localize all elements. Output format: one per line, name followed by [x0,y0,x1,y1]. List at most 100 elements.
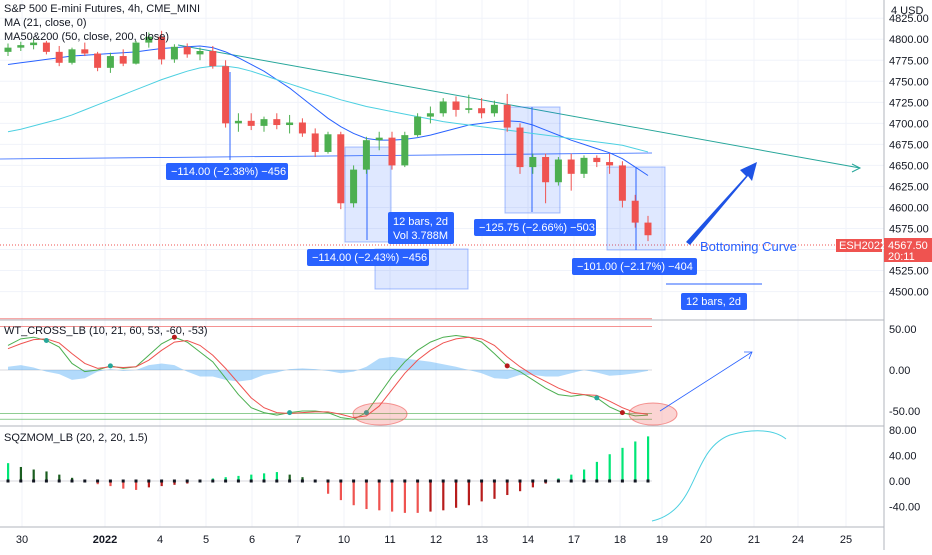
price-tick-8: 4625.00 [889,181,929,193]
svg-text:12 bars, 2d: 12 bars, 2d [393,216,448,228]
sqz-projection-curve [651,430,787,522]
measure-label-2[interactable]: 12 bars, 2d Vol 3.788M [388,212,454,244]
sqz-dot-48 [620,479,624,483]
sqz-bar-13 [173,481,176,485]
date-tick-17: 25 [840,534,852,546]
trendline-arrowhead [851,163,862,173]
legend-ma50200: MA50&200 (50, close, 200, close) [4,31,169,43]
wt-tick-2: -50.00 [889,406,920,418]
measure-label-3[interactable]: −114.00 (−2.43%) −456 [307,249,429,266]
sqz-dot-12 [160,479,164,483]
sqz-bar-1 [19,466,22,481]
candles [4,30,652,242]
candle-body-17 [222,66,230,124]
sqz-dot-50 [646,479,650,483]
sqzmom-panel [0,430,787,522]
candle-body-44 [567,159,575,174]
sqz-tick-3: -40.00 [889,502,920,514]
price-tick-2: 4775.00 [889,55,929,67]
sqz-bar-35 [455,481,458,508]
candle-body-21 [273,119,281,126]
candle-body-11 [145,36,153,43]
sqz-bar-37 [480,481,483,502]
candle-body-24 [311,133,319,152]
measure-label-1[interactable]: −114.00 (−2.38%) −456 [166,163,288,180]
wt-highlight-1 [352,402,408,426]
date-tick-10: 14 [522,534,534,546]
candle-body-10 [132,42,140,64]
price-tick-5: 4700.00 [889,118,929,130]
candle-body-9 [119,56,127,64]
sqz-dot-36 [467,479,471,483]
sqz-dot-14 [185,479,189,483]
candle-body-5 [68,49,76,63]
sqz-bar-50 [647,436,650,481]
sqz-dot-24 [313,479,317,483]
wt-histogram-area [8,356,648,382]
measure-label-5[interactable]: −101.00 (−2.17%) −404 [572,258,697,275]
sqz-bar-5 [71,477,74,481]
sqz-bar-46 [595,461,598,481]
candle-body-30 [388,137,396,166]
svg-text:−101.00 (−2.17%) −404: −101.00 (−2.17%) −404 [577,261,693,273]
sqz-bar-47 [608,454,611,481]
sqz-dot-38 [492,479,496,483]
date-tick-14: 20 [700,534,712,546]
sqz-dot-46 [595,479,599,483]
legend-wt: WT_CROSS_LB (10, 21, 60, 53, -60, -53) [4,325,208,337]
wt-cross-dot-1 [171,334,177,340]
date-tick-5: 7 [295,534,301,546]
sqz-dot-42 [544,479,548,483]
sqz-bar-22 [288,474,291,481]
sqz-dot-21 [275,479,279,483]
measure-label-4[interactable]: −125.75 (−2.66%) −503 [474,219,596,236]
price-tick-4: 4725.00 [889,97,929,109]
wt2-line [7,336,649,419]
sqz-dot-6 [83,479,87,483]
sqz-bar-25 [327,481,330,494]
trendline-descending [177,44,861,169]
wt-cross-dot-6 [594,395,600,401]
sqz-bar-23 [301,477,304,481]
axes: 4825.004800.004775.004750.004725.004700.… [16,13,929,546]
sqz-dot-34 [441,479,445,483]
sqz-bar-19 [250,474,253,481]
date-tick-16: 24 [792,534,804,546]
candle-body-33 [426,113,434,117]
candle-body-38 [490,104,498,114]
wt-cross-dot-5 [504,363,510,369]
sqz-dot-44 [569,479,573,483]
candle-body-43 [554,159,562,183]
candle-body-7 [94,53,102,68]
sqz-dot-33 [428,479,432,483]
measure-label-6[interactable]: 12 bars, 2d [681,293,747,310]
date-tick-3: 5 [203,534,209,546]
sqz-bar-0 [7,463,10,481]
sqz-dot-19 [249,479,253,483]
wt-tick-1: 0.00 [889,365,910,377]
sqz-bar-3 [45,471,48,481]
wt-cross-dot-2 [107,363,113,369]
sqz-bar-10 [135,481,138,490]
date-tick-9: 13 [476,534,488,546]
last-price-badge[interactable]: ESH2022 4567.50 20:11 [836,238,932,263]
date-tick-13: 19 [656,534,668,546]
wt-projection-line [659,351,753,412]
svg-text:12 bars, 2d: 12 bars, 2d [686,296,741,308]
wt-highlight-2 [628,402,678,426]
candle-body-35 [452,101,460,110]
moving-averages [7,45,649,176]
sqz-bar-4 [58,474,61,481]
candle-body-4 [55,51,63,63]
svg-text:−114.00 (−2.43%) −456: −114.00 (−2.43%) −456 [312,252,427,264]
legend-sqz: SQZMOM_LB (20, 2, 20, 1.5) [4,432,148,444]
sqz-bar-44 [570,474,573,481]
candle-body-41 [529,157,537,168]
sqz-dot-31 [403,479,407,483]
sqz-bar-39 [506,481,509,496]
candle-body-16 [209,51,217,67]
sqz-dot-8 [108,479,112,483]
sqz-bar-33 [429,481,432,512]
sqz-dot-37 [480,479,484,483]
